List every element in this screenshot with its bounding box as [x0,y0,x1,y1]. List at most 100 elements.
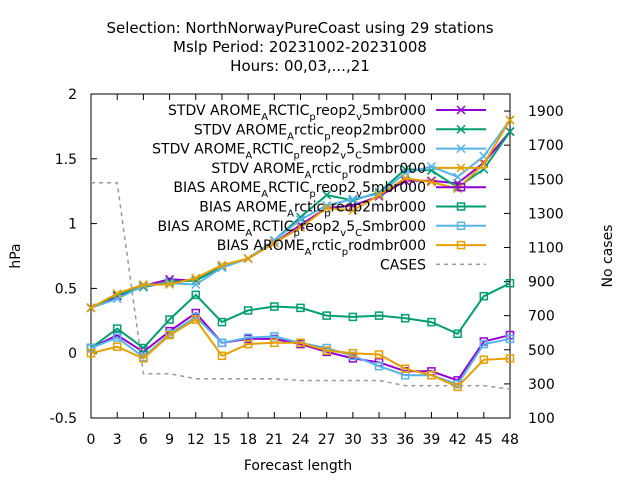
legend-label: STDV AROMEARCTICpreop2v5mbr000 [168,103,426,123]
x-tick-label: 48 [501,432,519,448]
y2-tick-label: 300 [528,377,555,393]
data-point-x [456,124,466,134]
legend-label: CASES [380,257,426,273]
y-tick-label: -0.5 [50,411,77,427]
data-point-square [217,317,227,327]
data-point-x [191,276,201,286]
legend-entry: BIAS AROMEARCTICpreop2v5mbr000 [173,180,486,200]
data-point-x [426,177,436,187]
legend-label-part: rctic [294,122,324,138]
legend-entry: BIAS AROMEArcticprodmbr000 [217,238,486,258]
y-tick-label: 0.5 [55,281,77,297]
data-point-square [479,339,489,349]
legend-label-subscript: C [355,151,362,162]
legend-label-subscript: A [287,131,294,142]
y2-tick-label: 1100 [528,240,564,256]
data-point-square [479,355,489,364]
data-point-x [348,206,358,216]
legend-label-subscript: v [356,189,362,200]
data-point-square [270,302,279,311]
x-tick-label: 0 [87,432,96,448]
legend-entry: STDV AROMEARCTICpreop2v5mbr000 [168,103,486,123]
data-point-square [348,348,358,358]
data-point-square [86,348,96,358]
x-tick-label: 39 [423,432,441,448]
legend-label: BIAS AROMEArcticprodmbr000 [217,238,426,258]
legend-entry: BIAS AROMEArcticpreop2mbr000 [199,200,486,220]
data-point-square [86,343,96,353]
data-point-x [269,235,279,245]
data-point-square [296,303,305,313]
series-line [90,282,511,350]
legend-label-part: RCTIC [268,180,309,196]
data-point-x [295,222,306,233]
legend-label-part: Smbr000 [362,142,426,158]
legend-label-part: reop2 [300,219,340,235]
data-point-x [479,159,489,169]
data-point-x [322,203,332,213]
legend-label-part: reop2mbr000 [331,122,426,138]
data-point-x [191,273,201,283]
x-tick-label: 33 [370,432,388,448]
x-tick-label: 21 [265,432,283,448]
legend-label-main: BIAS AROME [157,219,245,235]
legend-label-part: RCTIC [268,103,309,119]
series-8 [91,181,511,390]
x-tick-label: 45 [475,432,493,448]
legend-entry: STDV AROMEArcticpreop2mbr000 [194,122,486,142]
y-tick-label: 2 [68,87,77,103]
data-point-square [217,338,227,348]
data-point-x [348,194,358,204]
legend-label-subscript: p [294,228,300,239]
data-point-x [426,162,436,172]
data-point-x [426,176,436,186]
data-point-square [191,290,200,300]
axes: 0 3 6 9 12 15 18 21 24 27 30 33 36 39 42 45 48-0.500.511… [50,87,564,448]
data-point-square [453,329,462,339]
title-line-2: Mslp Period: 20231002-20231008 [173,38,427,56]
data-point-square [139,354,148,363]
data-point-square [456,202,466,211]
data-point-x [322,200,332,210]
data-point-x [322,190,332,200]
chart-title: Selection: NorthNorwayPureCoast using 29… [106,19,493,75]
legend-label-subscript: p [309,189,315,200]
legend-label: BIAS AROMEArcticpreop2mbr000 [199,200,426,220]
x-tick-label: 6 [139,432,148,448]
legend-label-main: BIAS AROME [199,200,287,216]
legend-label-subscript: A [261,112,268,123]
data-point-x [165,278,175,288]
legend-label-part: reop2 [316,180,356,196]
y2-tick-label: 500 [528,343,555,359]
data-point-square [505,278,515,288]
data-point-x [243,254,253,264]
data-point-square [322,311,331,320]
data-point-square [112,324,122,333]
data-point-x [453,172,463,182]
legend-label-part: rctic [312,238,342,254]
series-line [90,318,511,389]
y2-axis-label: No cases [600,225,616,288]
plot-series [86,115,515,392]
y-axis-label: hPa [8,243,24,268]
x-tick-label: 18 [239,432,257,448]
legend-label-subscript: p [324,209,330,220]
legend-label-subscript: v [356,112,362,123]
data-point-square [401,364,410,374]
data-point-square [374,361,384,371]
legend-label-subscript: A [261,189,268,200]
legend-label-part: RCTIC [252,219,293,235]
x-tick-label: 12 [187,432,205,448]
series-line [90,311,511,382]
data-point-square [374,311,384,320]
y2-tick-label: 700 [528,309,555,325]
data-point-x [191,279,201,290]
data-point-square [479,291,489,301]
y2-tick-label: 900 [528,275,555,291]
data-point-square [505,354,515,363]
legend-label-part: rctic [312,161,342,177]
legend-label-main: STDV AROME [152,142,245,158]
legend-label-subscript: A [287,209,294,220]
